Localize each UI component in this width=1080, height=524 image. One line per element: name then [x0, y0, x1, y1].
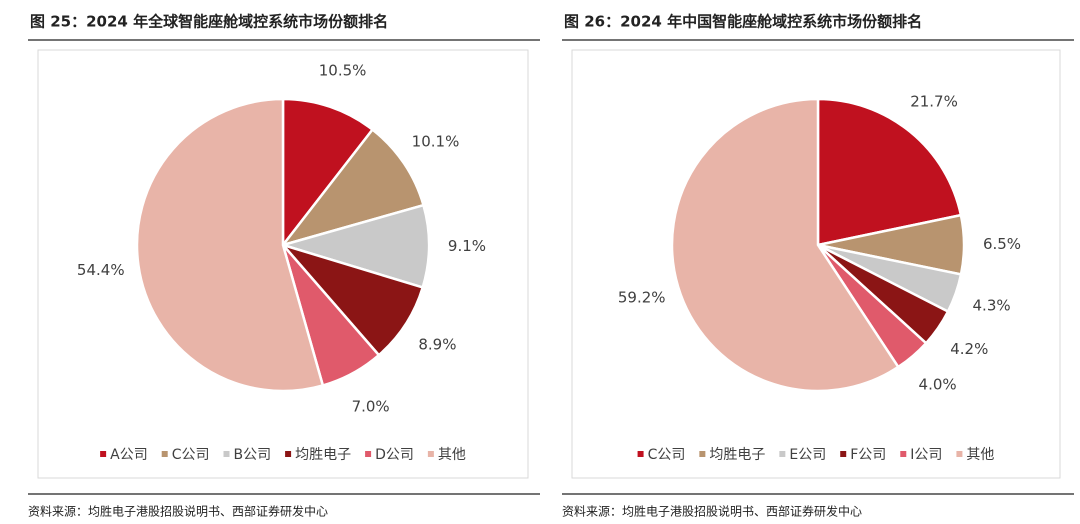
legend-swatch: [840, 451, 847, 457]
legend-label: F公司: [850, 447, 886, 463]
legend: C公司 均胜电子 E公司 F公司 I公司 其他: [637, 447, 994, 463]
legend-label: D公司: [375, 447, 414, 463]
value-label: 6.5%: [983, 235, 1021, 253]
value-label: 10.5%: [319, 61, 367, 79]
legend-swatch: [779, 451, 786, 457]
value-label: 10.1%: [412, 133, 460, 151]
value-label: 21.7%: [910, 93, 958, 111]
legend-swatch: [637, 451, 644, 457]
value-label: 59.2%: [618, 288, 666, 306]
value-label: 54.4%: [77, 261, 125, 279]
pie-slice: [816, 97, 963, 247]
pie-slice: [135, 97, 325, 393]
legend-label: B公司: [233, 447, 271, 463]
legend-label: I公司: [910, 447, 942, 463]
value-label: 4.0%: [919, 375, 957, 393]
legend-swatch: [223, 451, 230, 457]
legend-swatch: [427, 451, 434, 457]
legend-swatch: [956, 451, 963, 457]
legend-label: 均胜电子: [709, 447, 765, 463]
legend-swatch: [365, 451, 372, 457]
value-label: 9.1%: [448, 237, 486, 255]
legend-label: 均胜电子: [295, 447, 351, 463]
chart-title: 图 25：2024 年全球智能座舱域控系统市场份额排名: [30, 13, 388, 31]
pie-slice: [279, 242, 425, 357]
legend-label: 其他: [438, 447, 466, 463]
legend: A公司 C公司 B公司 均胜电子 D公司 其他: [100, 447, 466, 463]
chart-frame: [37, 49, 529, 479]
legend-label: C公司: [172, 447, 210, 463]
pie-slice: [279, 127, 426, 248]
value-label: 8.9%: [418, 336, 456, 354]
legend-swatch: [100, 451, 107, 457]
pie-slice: [278, 203, 431, 290]
legend-label: C公司: [648, 447, 686, 463]
chart-title: 图 26：2024 年中国智能座舱域控系统市场份额排名: [564, 13, 922, 31]
value-label: 7.0%: [352, 397, 390, 415]
chart-frame: [571, 49, 1061, 479]
pie-slice: [281, 97, 375, 249]
value-label: 4.2%: [950, 340, 988, 358]
legend-swatch: [285, 451, 292, 457]
legend-label: A公司: [110, 447, 148, 463]
legend-swatch: [900, 451, 907, 457]
legend-label: 其他: [966, 447, 994, 463]
legend-swatch: [699, 451, 706, 457]
legend-swatch: [161, 451, 168, 457]
legend-label: E公司: [789, 447, 826, 463]
source: 资料来源：均胜电子港股招股说明书、西部证券研发中心: [28, 504, 328, 519]
source: 资料来源：均胜电子港股招股说明书、西部证券研发中心: [562, 504, 862, 519]
pie-slice: [670, 97, 900, 393]
value-label: 4.3%: [973, 297, 1011, 315]
